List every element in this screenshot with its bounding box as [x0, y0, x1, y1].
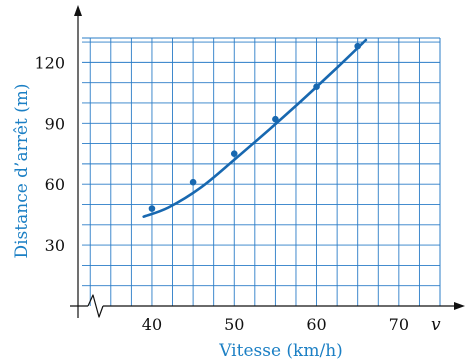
data-point [230, 150, 238, 158]
data-point [354, 42, 362, 50]
data-point [313, 83, 320, 91]
y-axis-arrow [74, 5, 82, 16]
fit-curve-layer [142, 38, 368, 218]
y-axis-title: Distance d’arrêt (m) [12, 83, 32, 258]
x-tick-label: 40 [142, 315, 162, 334]
data-point [272, 115, 279, 123]
y-tick-label: 120 [34, 53, 65, 72]
tick-labels: 40 50 60 70 30 60 90 120 [34, 53, 409, 334]
x-axis-arrow [454, 302, 465, 310]
y-tick-label: 30 [45, 236, 65, 255]
y-tick-label: 90 [45, 114, 65, 133]
grid [82, 37, 441, 306]
x-tick-label: 60 [306, 315, 326, 334]
data-point [148, 205, 156, 212]
y-tick-label: 60 [45, 175, 65, 194]
data-point [189, 178, 197, 186]
x-axis-title: Vitesse (km/h) [218, 341, 343, 361]
axes [70, 5, 465, 318]
data-points [148, 42, 362, 212]
x-tick-label: 70 [389, 315, 409, 334]
axis-break-icon [87, 294, 104, 318]
fit-curve [142, 38, 368, 218]
x-axis-symbol: v [431, 315, 441, 335]
x-tick-label: 50 [224, 315, 244, 334]
